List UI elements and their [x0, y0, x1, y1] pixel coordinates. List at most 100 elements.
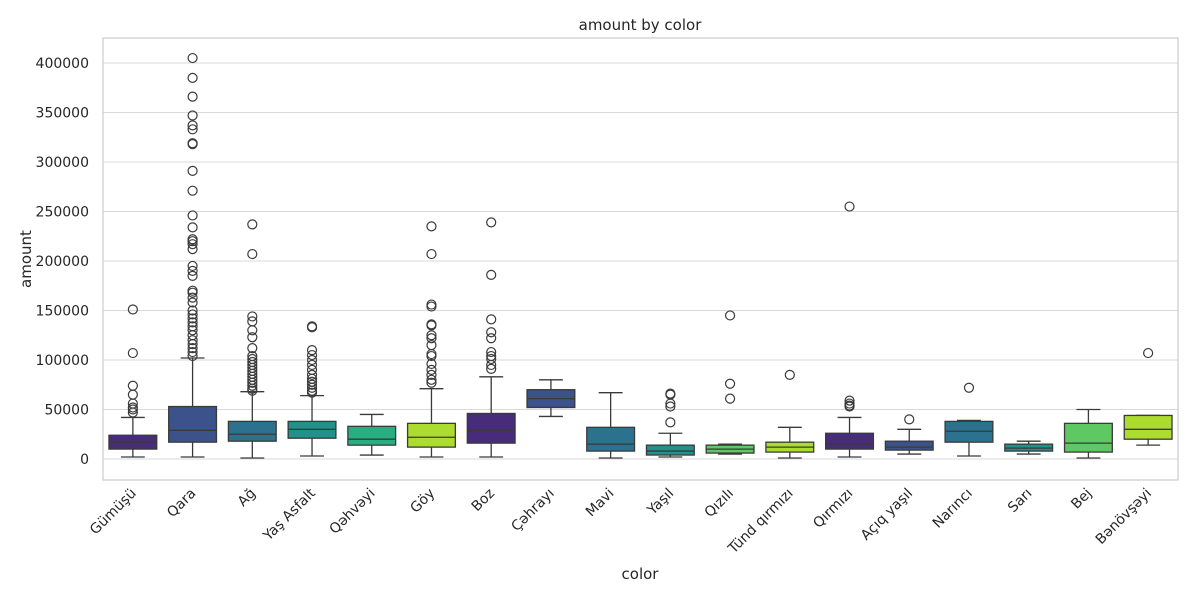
- box-iqr: [227, 420, 277, 442]
- box-iqr: [645, 444, 695, 456]
- outlier-point: [784, 369, 795, 380]
- outlier-point: [844, 395, 855, 406]
- y-tick-label: 300000: [36, 155, 89, 171]
- outlier-point: [187, 346, 198, 358]
- outlier-point: [187, 343, 198, 354]
- outlier-point: [187, 124, 198, 135]
- outlier-point: [426, 369, 437, 380]
- y-tick-label: 150000: [36, 304, 89, 320]
- outlier-point: [247, 325, 258, 336]
- outlier-point: [187, 239, 198, 250]
- outlier-point: [127, 347, 138, 359]
- outlier-point: [426, 221, 437, 232]
- outlier-point: [306, 354, 318, 366]
- box-group: [466, 217, 516, 458]
- outlier-point: [247, 311, 258, 322]
- y-tick-label: 50000: [44, 403, 89, 419]
- outlier-point: [187, 236, 198, 247]
- outlier-point: [426, 377, 437, 388]
- y-tick-label: 200000: [36, 254, 89, 270]
- outlier-point: [187, 297, 198, 308]
- outlier-point: [187, 265, 198, 276]
- outlier-point: [127, 407, 138, 418]
- x-axis-label: color: [622, 565, 660, 583]
- outlier-point: [187, 335, 198, 346]
- outlier-point: [247, 248, 258, 260]
- outlier-point: [187, 313, 198, 324]
- outlier-point: [426, 374, 437, 385]
- y-tick-labels: 0 50000 100000 150000 200000 250000 300000 3500…: [36, 56, 89, 468]
- box-group: [1063, 408, 1113, 459]
- box-iqr: [1063, 422, 1113, 453]
- box-group: [1004, 440, 1054, 455]
- outlier-point: [187, 120, 198, 131]
- box-iqr: [884, 440, 934, 451]
- box-group: [824, 201, 875, 458]
- outlier-point: [486, 333, 497, 344]
- outlier-point: [724, 378, 736, 389]
- outlier-point: [486, 314, 497, 325]
- outlier-point: [187, 110, 198, 121]
- outlier-point: [187, 222, 198, 233]
- outlier-point: [187, 52, 198, 64]
- outlier-point: [426, 364, 437, 375]
- outlier-point: [127, 304, 138, 315]
- outlier-point: [306, 382, 318, 393]
- outlier-point: [306, 349, 318, 361]
- outlier-point: [963, 382, 975, 393]
- outlier-point: [486, 217, 497, 228]
- box-group: [287, 321, 337, 457]
- box-iqr: [466, 412, 516, 444]
- box-group: [586, 392, 636, 459]
- outlier-point: [247, 377, 258, 388]
- y-axis-label: amount: [17, 230, 35, 288]
- grid-layer: [103, 62, 1178, 460]
- outlier-point: [187, 305, 198, 316]
- box-iqr: [824, 432, 875, 450]
- outlier-point: [844, 201, 855, 212]
- outlier-point: [426, 333, 437, 344]
- box-layer: [108, 52, 1173, 459]
- box-group: [108, 304, 158, 458]
- box-group: [705, 310, 755, 455]
- outlier-point: [1143, 347, 1154, 359]
- outlier-point: [426, 350, 437, 362]
- outlier-point: [187, 165, 198, 177]
- outlier-point: [187, 210, 198, 221]
- y-tick-label: 400000: [36, 56, 89, 72]
- box-iqr: [347, 425, 397, 446]
- outlier-point: [724, 393, 736, 404]
- outlier-point: [187, 260, 198, 272]
- outlier-point: [486, 359, 497, 371]
- box-group: [1123, 347, 1173, 446]
- outlier-point: [844, 401, 855, 412]
- outlier-point: [486, 346, 497, 358]
- outlier-point: [426, 248, 437, 260]
- outlier-point: [426, 358, 437, 370]
- outlier-point: [426, 320, 437, 331]
- outlier-point: [247, 332, 258, 343]
- box-group: [347, 413, 397, 456]
- outlier-point: [306, 379, 318, 390]
- outlier-point: [486, 363, 497, 375]
- chart-title: amount by color: [579, 16, 703, 34]
- outlier-point: [724, 310, 736, 321]
- outlier-point: [306, 359, 318, 371]
- outlier-point: [247, 219, 258, 230]
- outlier-point: [665, 401, 676, 412]
- outlier-point: [187, 350, 198, 362]
- outlier-point: [665, 417, 676, 428]
- y-tick-label: 0: [80, 452, 89, 468]
- plot-frame: [102, 37, 1179, 481]
- box-group: [884, 414, 934, 455]
- outlier-point: [187, 339, 198, 350]
- outlier-point: [665, 398, 676, 409]
- outlier-point: [187, 287, 198, 298]
- outlier-point: [306, 387, 318, 398]
- box-group: [227, 219, 277, 459]
- outlier-point: [247, 385, 258, 396]
- box-group: [406, 221, 457, 458]
- outlier-point: [187, 270, 198, 281]
